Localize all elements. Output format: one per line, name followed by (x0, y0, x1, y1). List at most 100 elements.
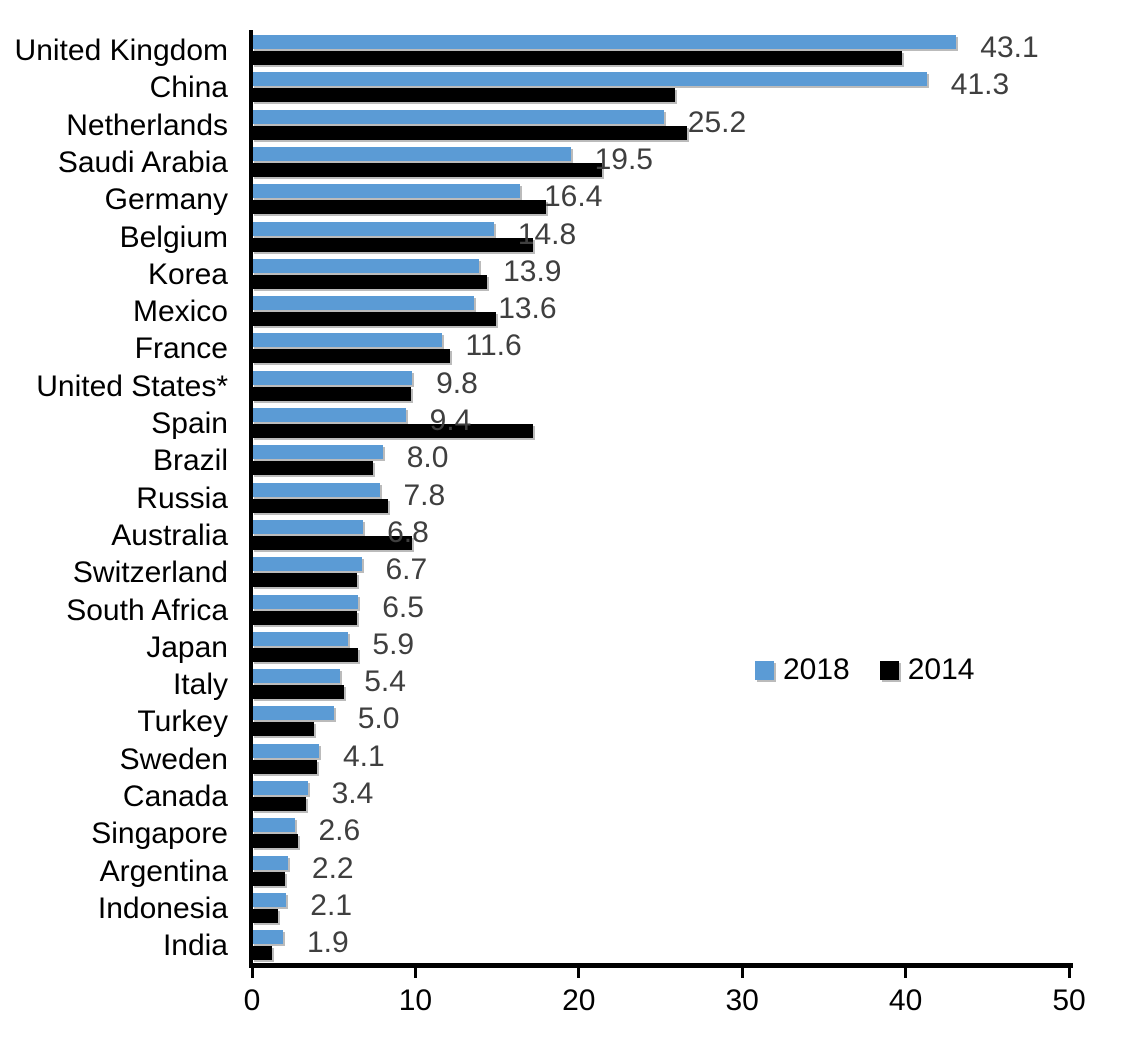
bar-2018 (252, 258, 480, 273)
value-label: 9.4 (429, 404, 472, 437)
value-label: 9.8 (436, 366, 478, 400)
value-label: 2.6 (318, 814, 361, 848)
x-tick-label: 30 (725, 984, 759, 1017)
bar-2014 (252, 647, 359, 662)
value-label: 5.0 (357, 702, 400, 736)
x-tick-label: 50 (1052, 984, 1086, 1017)
legend-item-2014: 2014 (879, 653, 975, 686)
x-tick-mark (413, 968, 417, 978)
x-tick-mark (250, 968, 254, 978)
value-label: 2.2 (311, 851, 354, 885)
category-label: Indonesia (97, 891, 228, 925)
category-label: Australia (111, 518, 228, 552)
bar-2018 (252, 706, 334, 721)
value-label: 3.4 (331, 777, 374, 810)
bar-2018 (252, 519, 364, 534)
value-label: 13.6 (498, 292, 557, 326)
bar-2018 (252, 743, 319, 758)
category-label: Germany (104, 183, 228, 217)
bar-2014 (252, 88, 676, 103)
bar-2018 (252, 35, 957, 49)
value-label: 6.5 (382, 590, 424, 624)
bar-2014 (252, 946, 272, 961)
value-label: 16.4 (544, 180, 603, 214)
category-label: Italy (172, 668, 228, 702)
category-label: Spain (151, 407, 228, 440)
legend-swatch-2018 (755, 660, 774, 680)
bar-2018 (252, 669, 341, 684)
value-label: 11.6 (465, 329, 522, 363)
value-label: 25.2 (687, 105, 747, 139)
value-label: 43.1 (980, 31, 1039, 64)
bar-2014 (252, 349, 450, 364)
bar-2018 (252, 333, 442, 348)
category-label: Switzerland (72, 556, 228, 590)
x-tick-mark (1067, 968, 1071, 978)
category-label: Argentina (99, 854, 228, 888)
value-label: 2.1 (310, 888, 353, 922)
bar-2014 (252, 274, 488, 289)
bar-2018 (252, 221, 494, 236)
x-tick-label: 20 (562, 984, 596, 1017)
bar-2014 (252, 759, 318, 774)
category-label: Russia (136, 481, 228, 515)
legend-label-2014: 2014 (907, 653, 975, 686)
bar-2014 (252, 461, 373, 476)
value-label: 6.7 (385, 553, 428, 587)
bar-2014 (252, 424, 533, 438)
bar-2014 (252, 685, 344, 700)
x-tick-mark (740, 968, 744, 978)
bar-2018 (252, 72, 927, 87)
category-label: Netherlands (66, 108, 228, 142)
category-label: Mexico (132, 295, 228, 329)
bar-2018 (252, 930, 283, 945)
category-label: United Kingdom (14, 34, 228, 67)
bar-2014 (252, 386, 411, 401)
category-label: South Africa (66, 593, 228, 627)
bar-2014 (252, 722, 315, 737)
category-label: Brazil (152, 444, 228, 478)
value-label: 5.9 (372, 627, 415, 661)
x-tick-label: 10 (398, 984, 433, 1017)
x-axis-line (249, 963, 1073, 968)
value-label: 8.0 (406, 441, 449, 475)
category-label: Turkey (137, 705, 228, 739)
value-label: 41.3 (950, 68, 1010, 102)
legend-swatch-2014 (879, 660, 899, 680)
value-label: 1.9 (307, 926, 349, 960)
bar-2014 (252, 535, 413, 550)
category-label: United States* (36, 369, 228, 403)
category-label: China (149, 71, 228, 105)
legend-item-2018: 2018 (755, 655, 850, 685)
bar-2018 (252, 594, 359, 609)
bar-2014 (252, 312, 496, 327)
bar-2018 (252, 818, 295, 833)
bar-2014 (252, 237, 533, 252)
bar-2018 (252, 370, 413, 385)
bar-2018 (252, 631, 349, 646)
x-tick-label: 40 (888, 984, 923, 1017)
x-tick-mark (904, 968, 908, 978)
bar-2014 (252, 125, 687, 140)
x-tick-mark (577, 968, 581, 978)
category-label: France (134, 332, 228, 366)
value-label: 6.8 (387, 515, 429, 549)
value-label: 7.8 (403, 478, 446, 512)
bar-2018 (252, 855, 288, 870)
bar-2018 (252, 408, 406, 422)
bar-2014 (252, 200, 547, 215)
bar-2014 (252, 834, 298, 849)
category-label: Japan (146, 630, 228, 664)
bar-2014 (252, 162, 602, 177)
category-label: Belgium (119, 220, 228, 254)
y-axis-line (249, 30, 253, 968)
bar-2018 (252, 184, 520, 199)
bar-2018 (252, 296, 475, 311)
value-label: 14.8 (517, 217, 577, 251)
category-label: Singapore (91, 817, 228, 851)
bar-2018 (252, 557, 362, 572)
category-label: Korea (147, 257, 228, 291)
bar-2014 (252, 573, 357, 588)
bar-2014 (252, 498, 388, 513)
